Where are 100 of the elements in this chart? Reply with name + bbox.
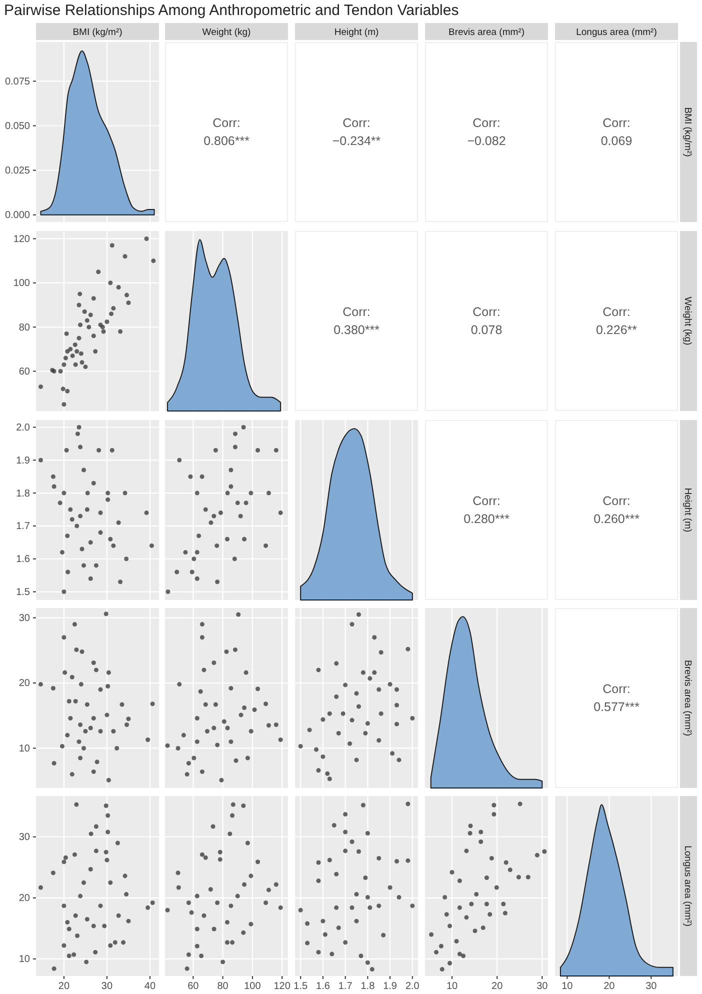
point bbox=[235, 500, 240, 506]
point bbox=[208, 887, 213, 892]
y-tick-label: 1.6 bbox=[16, 554, 30, 566]
y-tick-label: 60 bbox=[18, 366, 30, 378]
point bbox=[58, 500, 62, 506]
point bbox=[108, 280, 113, 286]
point bbox=[165, 908, 170, 912]
point bbox=[91, 296, 96, 301]
point bbox=[245, 840, 250, 846]
point bbox=[224, 920, 230, 925]
text: Corr: bbox=[472, 494, 500, 508]
point bbox=[38, 458, 43, 462]
point bbox=[80, 360, 84, 365]
point bbox=[186, 760, 191, 766]
point bbox=[266, 723, 271, 728]
point bbox=[122, 874, 128, 878]
point bbox=[448, 924, 452, 928]
point bbox=[38, 885, 43, 890]
y-tick-label: 1.8 bbox=[16, 488, 30, 500]
point bbox=[70, 354, 75, 358]
point bbox=[376, 687, 382, 692]
point bbox=[70, 772, 74, 777]
point bbox=[62, 904, 66, 908]
point bbox=[72, 342, 78, 347]
point bbox=[350, 718, 354, 722]
point bbox=[66, 954, 72, 958]
point bbox=[256, 860, 260, 864]
point bbox=[124, 292, 129, 298]
point bbox=[248, 922, 254, 926]
point bbox=[78, 444, 83, 450]
point bbox=[494, 885, 499, 890]
point bbox=[248, 874, 254, 878]
point bbox=[368, 905, 372, 910]
point bbox=[218, 850, 222, 854]
point bbox=[183, 550, 188, 555]
point bbox=[438, 944, 444, 948]
point bbox=[232, 444, 238, 450]
point bbox=[50, 686, 56, 690]
point bbox=[75, 933, 80, 938]
point bbox=[343, 848, 348, 854]
point bbox=[75, 432, 80, 436]
point bbox=[508, 868, 512, 872]
point bbox=[215, 900, 220, 906]
point bbox=[334, 872, 339, 876]
point bbox=[203, 855, 208, 860]
point bbox=[350, 905, 354, 910]
point bbox=[218, 857, 222, 862]
point bbox=[526, 874, 530, 880]
point bbox=[68, 716, 73, 720]
point bbox=[343, 812, 348, 817]
point bbox=[68, 346, 73, 352]
point bbox=[194, 490, 200, 496]
point bbox=[124, 722, 129, 727]
point bbox=[381, 932, 386, 938]
point bbox=[63, 356, 68, 360]
point bbox=[334, 694, 339, 699]
point bbox=[464, 915, 469, 920]
point bbox=[212, 660, 216, 666]
text: Corr: bbox=[602, 116, 630, 130]
point bbox=[228, 468, 234, 472]
text: Corr: bbox=[342, 305, 370, 319]
point bbox=[106, 490, 110, 496]
point bbox=[232, 556, 237, 562]
point bbox=[76, 336, 82, 340]
point bbox=[73, 699, 78, 704]
point bbox=[410, 716, 415, 720]
point bbox=[316, 668, 321, 672]
point bbox=[396, 895, 402, 900]
point bbox=[305, 940, 310, 946]
point bbox=[116, 285, 121, 290]
point bbox=[106, 670, 111, 675]
point bbox=[365, 960, 370, 965]
text: 0.069 bbox=[600, 134, 632, 148]
point bbox=[62, 635, 66, 640]
point bbox=[256, 448, 260, 453]
text: 0.226** bbox=[596, 323, 638, 337]
point bbox=[343, 830, 348, 834]
point bbox=[110, 243, 114, 248]
point bbox=[106, 830, 110, 834]
point bbox=[108, 943, 113, 948]
point bbox=[264, 900, 268, 906]
point bbox=[354, 918, 359, 924]
point bbox=[78, 322, 83, 328]
point bbox=[91, 924, 96, 928]
point bbox=[232, 432, 238, 436]
point bbox=[266, 888, 271, 892]
point bbox=[492, 812, 496, 817]
point bbox=[60, 550, 64, 555]
point bbox=[378, 711, 384, 716]
x-tick-label: 120 bbox=[274, 981, 291, 992]
point bbox=[118, 329, 123, 334]
point bbox=[38, 384, 43, 389]
point bbox=[468, 830, 472, 836]
point bbox=[198, 689, 203, 694]
point bbox=[376, 738, 382, 743]
text: Corr: bbox=[342, 116, 370, 130]
point bbox=[70, 517, 74, 522]
point bbox=[225, 726, 230, 730]
point bbox=[74, 524, 80, 528]
point bbox=[166, 590, 170, 594]
